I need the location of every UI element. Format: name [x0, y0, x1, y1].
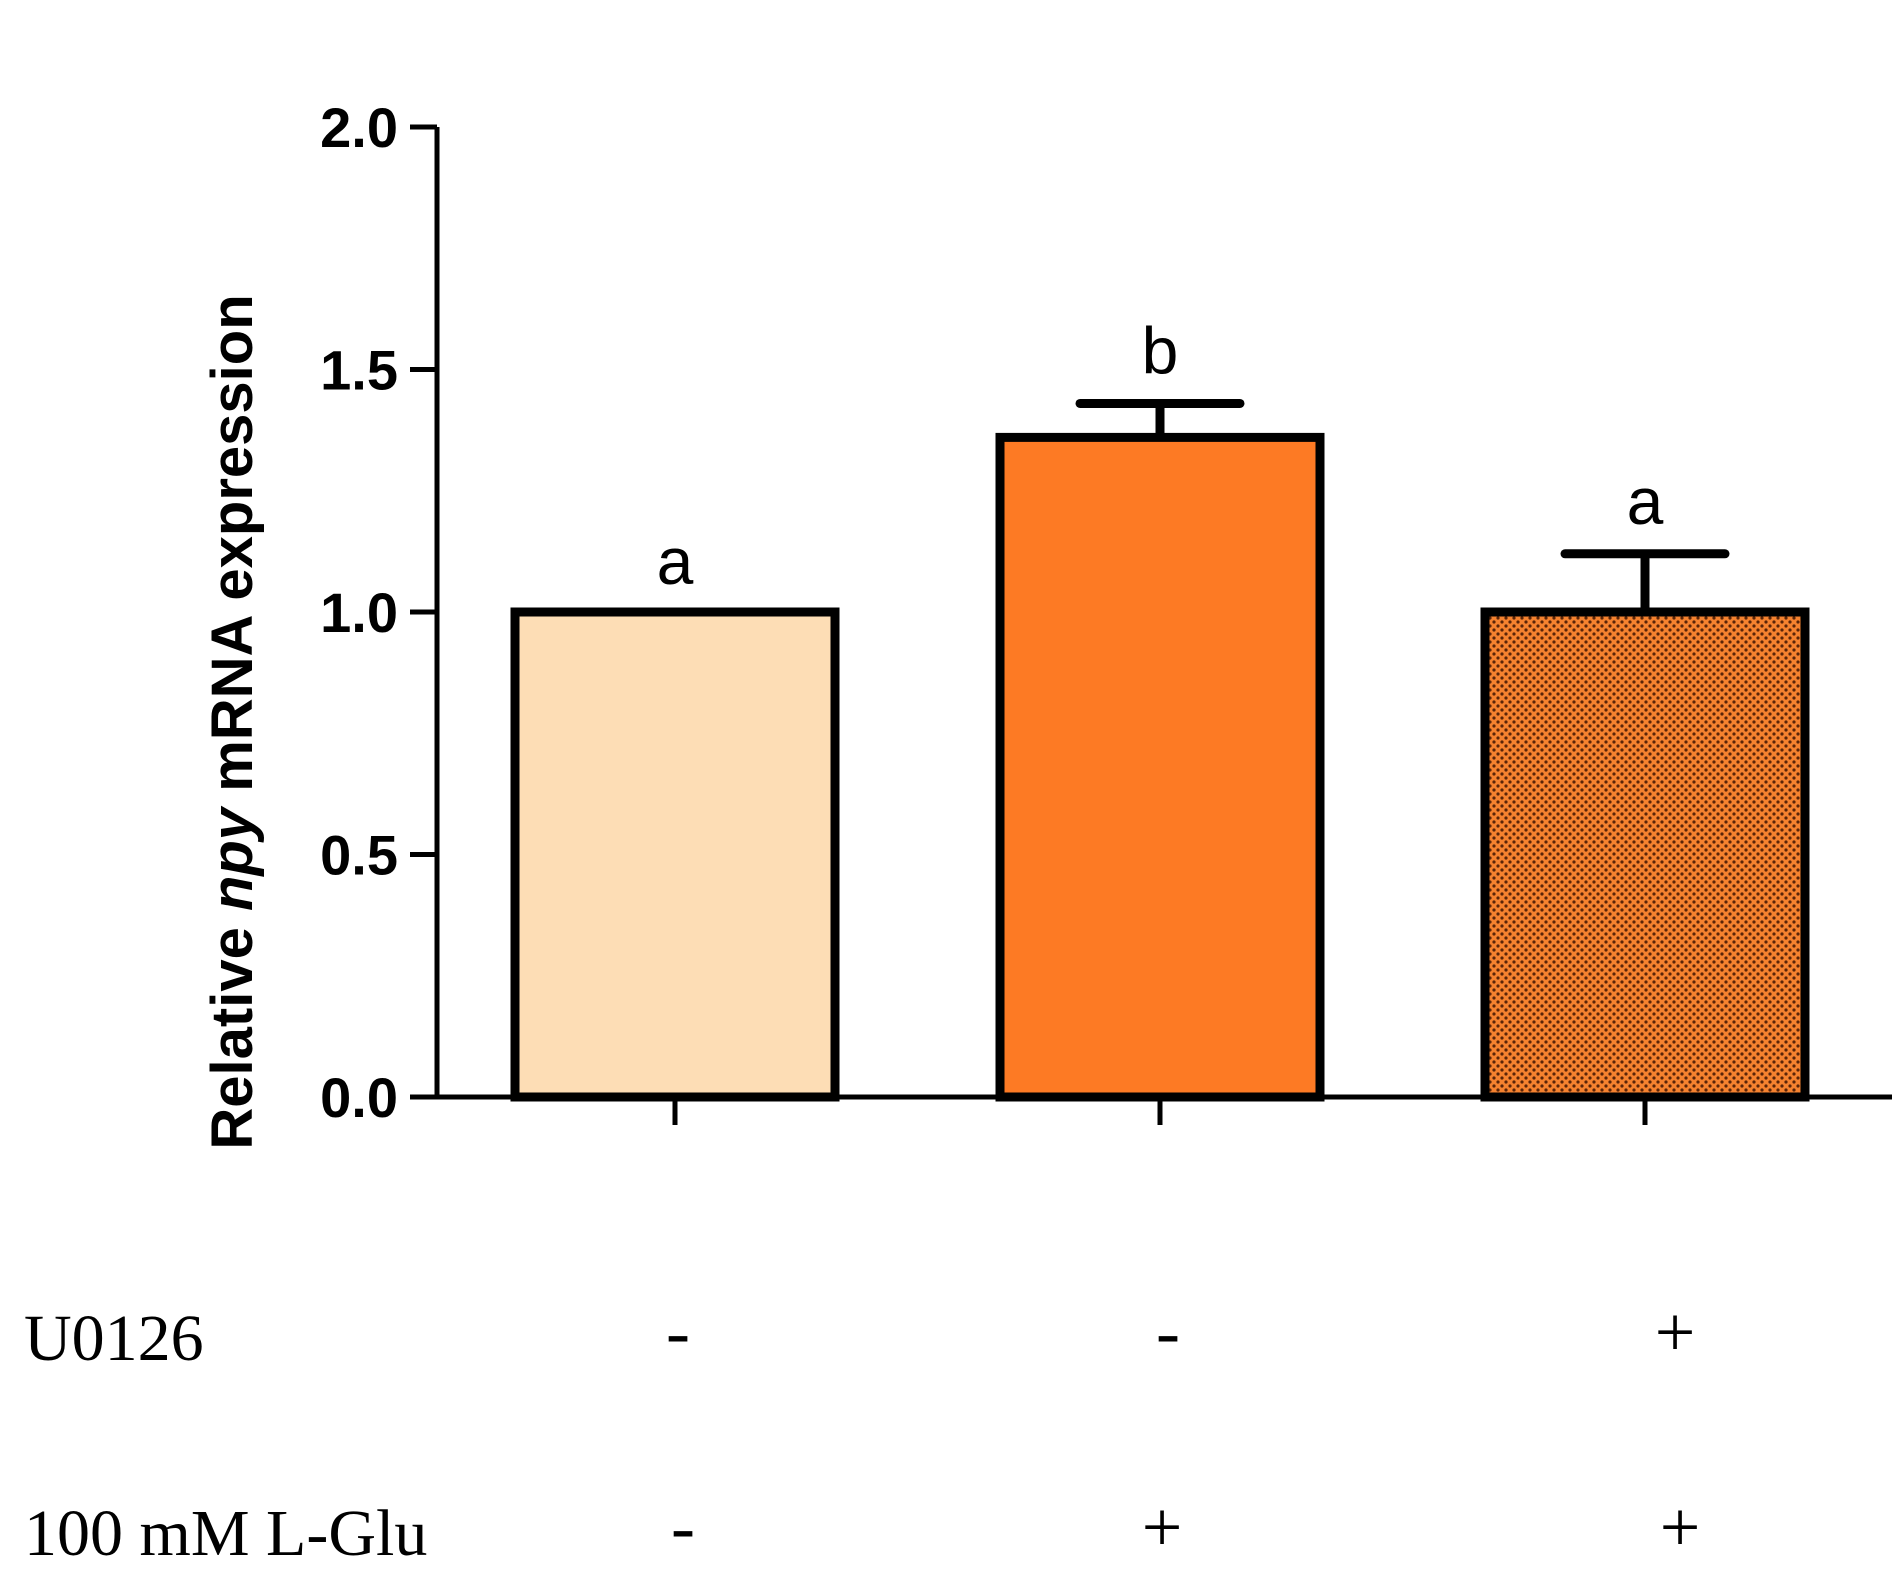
x-ticks — [672, 1097, 1648, 1125]
treatment-value-1-0: - — [671, 1487, 695, 1567]
significance-letter-2: a — [1627, 464, 1664, 538]
y-tick-label-3: 1.5 — [320, 339, 398, 402]
treatment-value-1-2: + — [1660, 1487, 1701, 1567]
treatment-label-1: 100 mM L-Glu — [24, 1497, 427, 1570]
significance-letter-0: a — [657, 524, 694, 598]
bars: a b a — [510, 313, 1810, 1102]
significance-letter-1: b — [1142, 313, 1179, 387]
treatment-label-0: U0126 — [24, 1302, 204, 1375]
treatment-value-0-0: - — [666, 1292, 690, 1372]
y-tick-label-4: 2.0 — [320, 96, 398, 159]
bar-2 — [1480, 607, 1810, 1102]
y-tick-label-1: 0.5 — [320, 824, 398, 887]
treatment-value-0-2: + — [1655, 1292, 1696, 1372]
treatment-value-1-1: + — [1142, 1487, 1183, 1567]
y-ticks: 0.0 0.5 1.0 1.5 2.0 — [320, 96, 437, 1129]
y-axis-title: Relative npy mRNA expression — [200, 294, 265, 1149]
y-tick-label-2: 1.0 — [320, 581, 398, 644]
bar-0 — [510, 607, 840, 1102]
treatment-value-0-1: - — [1156, 1292, 1180, 1372]
bar-1 — [995, 432, 1325, 1102]
y-tick-label-0: 0.0 — [320, 1066, 398, 1129]
treatment-table: U0126 - - +100 mM L-Glu - + + — [24, 1292, 1700, 1570]
